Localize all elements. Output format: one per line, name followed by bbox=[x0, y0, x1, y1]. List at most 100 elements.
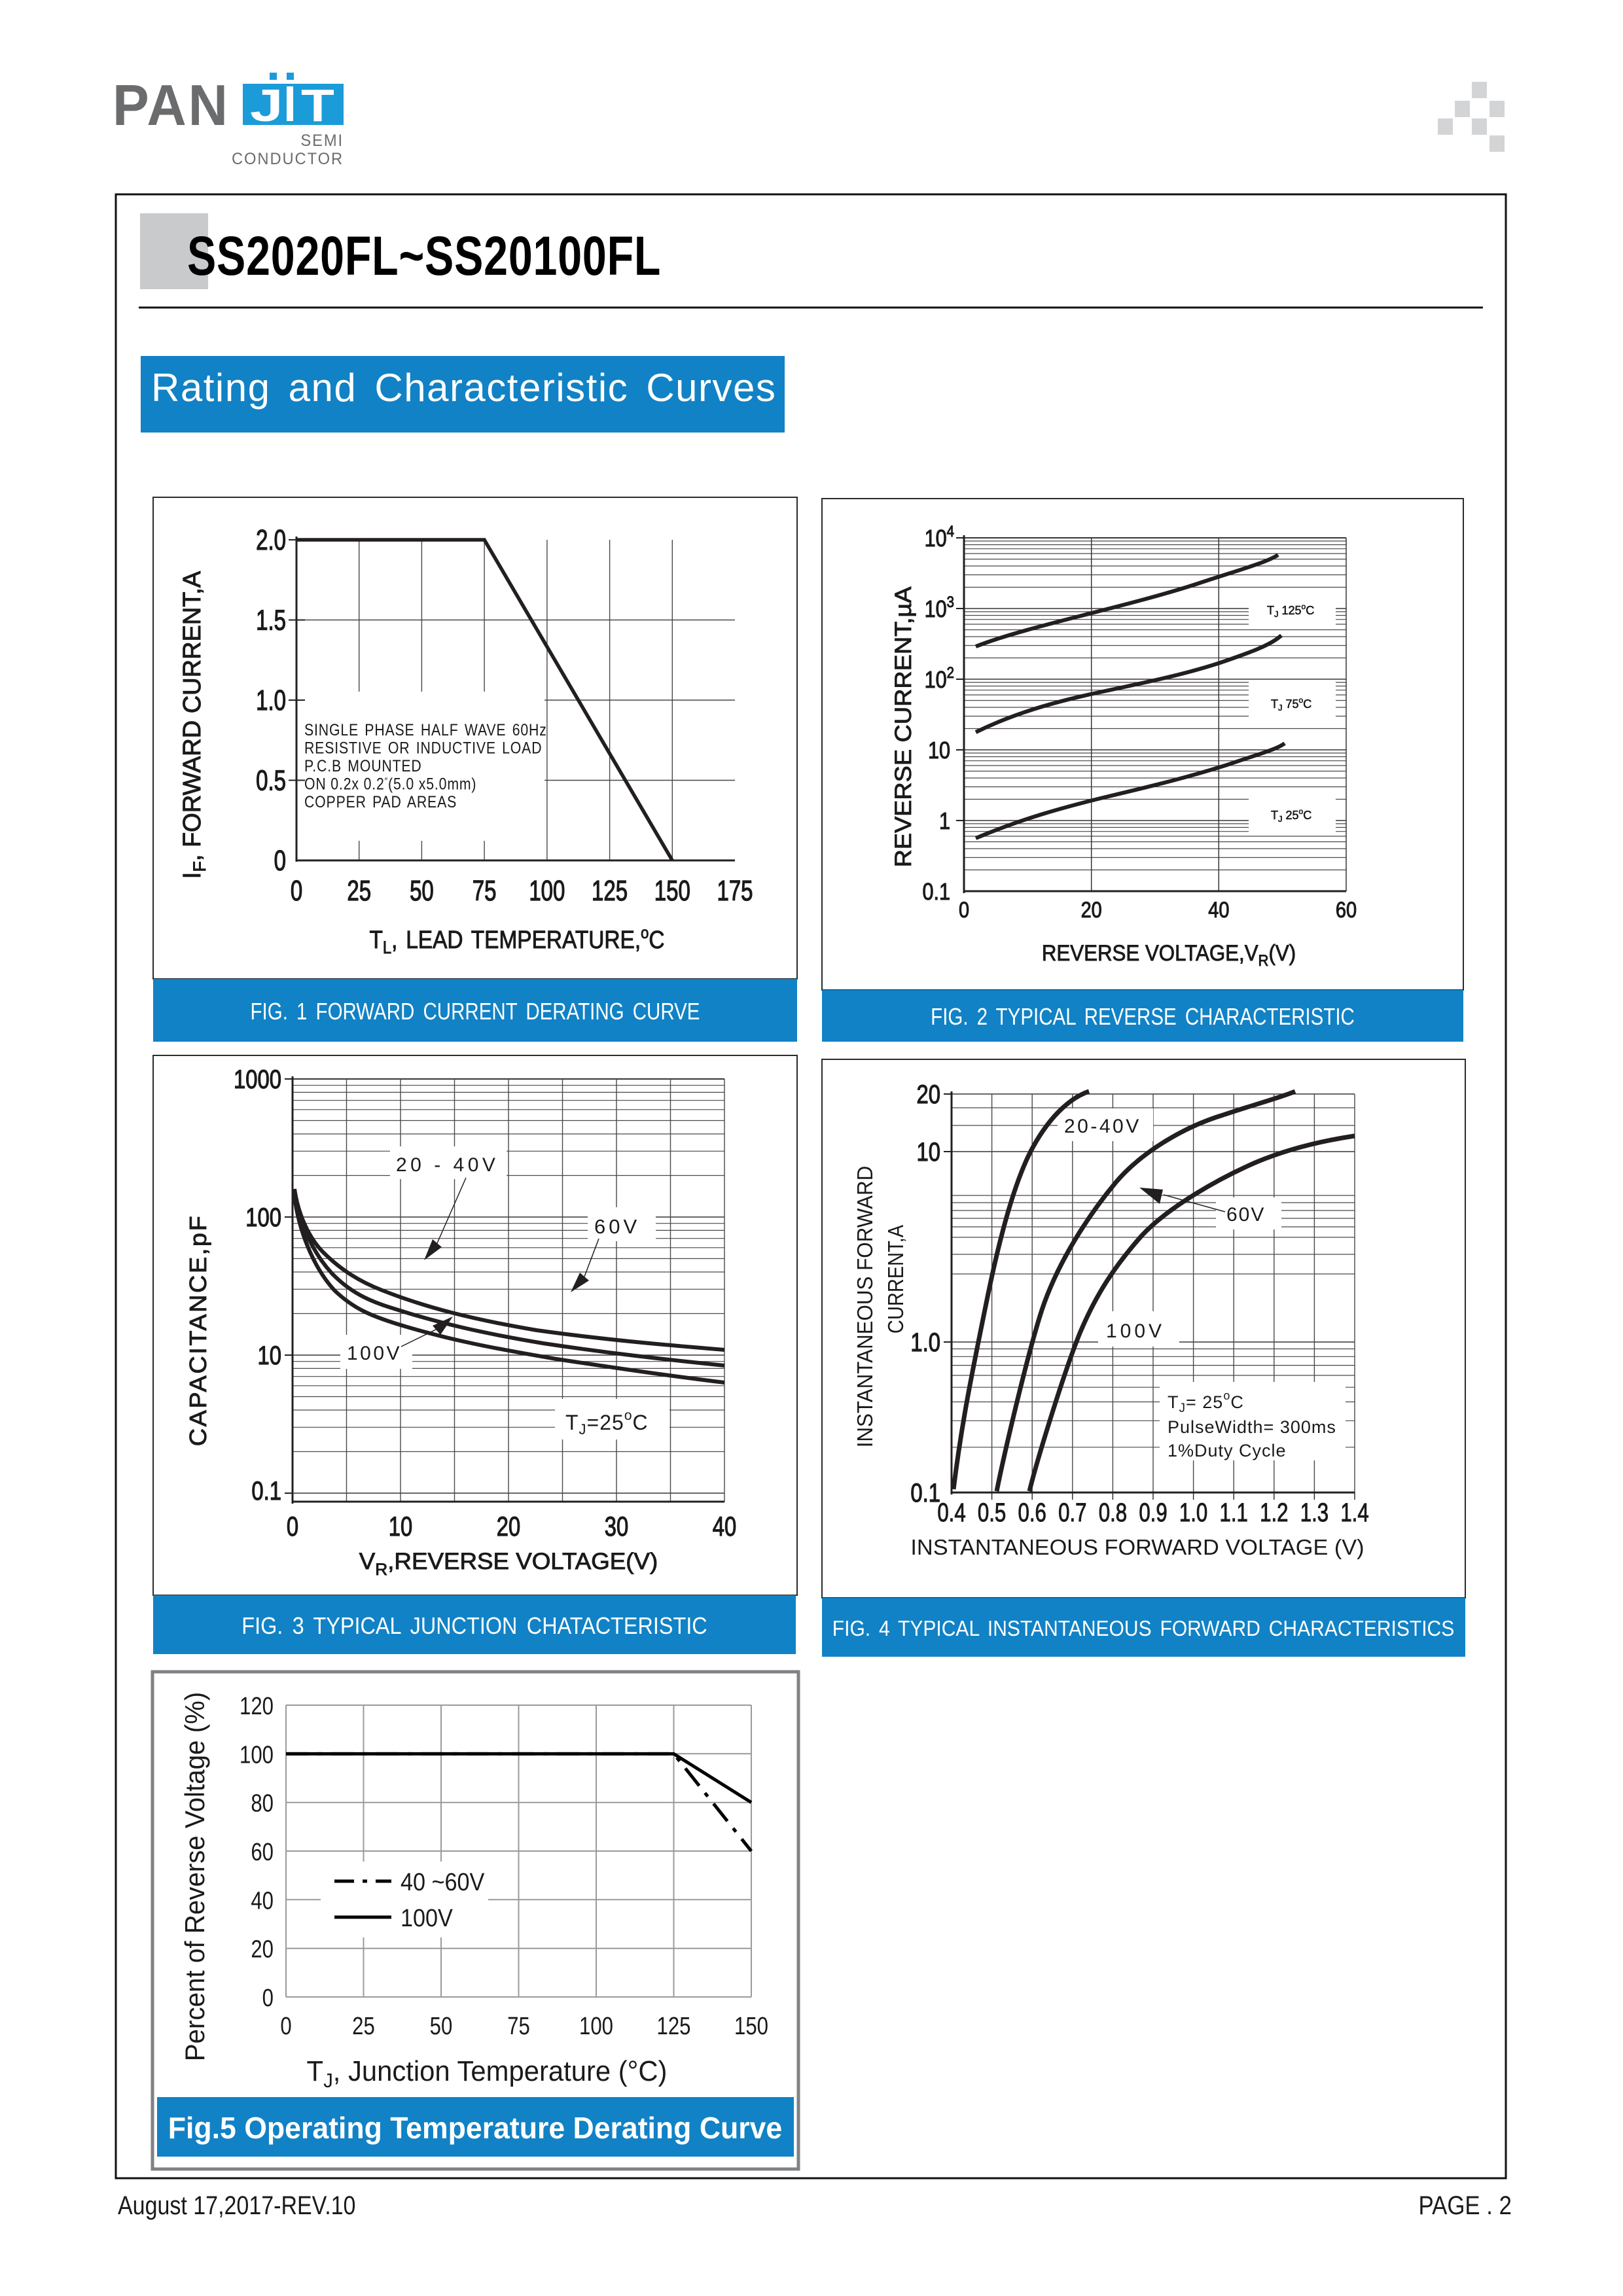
svg-text:75: 75 bbox=[507, 2013, 530, 2040]
svg-text:150: 150 bbox=[654, 875, 690, 908]
svg-text:SEMI: SEMI bbox=[300, 132, 344, 150]
svg-text:CONDUCTOR: CONDUCTOR bbox=[232, 150, 344, 168]
svg-text:ON 0.2x 0.2″(5.0 x5.0mm): ON 0.2x 0.2″(5.0 x5.0mm) bbox=[304, 775, 476, 793]
svg-text:100V: 100V bbox=[401, 1903, 453, 1932]
svg-text:60V: 60V bbox=[594, 1215, 640, 1238]
svg-text:COPPER PAD AREAS: COPPER PAD AREAS bbox=[304, 792, 457, 811]
svg-text:40: 40 bbox=[1208, 897, 1229, 923]
svg-text:0: 0 bbox=[959, 897, 969, 923]
svg-text:1.2: 1.2 bbox=[1260, 1498, 1288, 1527]
svg-text:IF, FORWARD CURRENT,A: IF, FORWARD CURRENT,A bbox=[179, 571, 209, 879]
svg-text:0.7: 0.7 bbox=[1058, 1498, 1086, 1527]
svg-text:1: 1 bbox=[939, 809, 950, 835]
svg-text:0.5: 0.5 bbox=[256, 765, 286, 797]
svg-text:TJ 125oC: TJ 125oC bbox=[1267, 602, 1314, 619]
svg-text:60: 60 bbox=[1336, 897, 1357, 923]
svg-text:50: 50 bbox=[430, 2013, 453, 2040]
svg-text:TL, LEAD TEMPERATURE,oC: TL, LEAD TEMPERATURE,oC bbox=[369, 924, 664, 958]
svg-text:August 17,2017-REV.10: August 17,2017-REV.10 bbox=[118, 2190, 355, 2219]
svg-text:CURRENT,A: CURRENT,A bbox=[883, 1225, 908, 1333]
svg-text:10: 10 bbox=[389, 1511, 412, 1542]
svg-text:75: 75 bbox=[473, 875, 497, 908]
svg-text:20: 20 bbox=[251, 1936, 274, 1964]
svg-text:0.1: 0.1 bbox=[910, 1478, 940, 1508]
svg-text:Fig.5 Operating Temperature De: Fig.5 Operating Temperature Derating Cur… bbox=[168, 2111, 783, 2145]
svg-text:FIG. 1 FORWARD CURRENT DERAT: FIG. 1 FORWARD CURRENT DERATING CURVE bbox=[251, 998, 700, 1024]
svg-text:1.0: 1.0 bbox=[910, 1328, 940, 1357]
svg-text:80: 80 bbox=[251, 1790, 274, 1818]
svg-text:10: 10 bbox=[258, 1341, 281, 1370]
svg-text:40: 40 bbox=[251, 1888, 274, 1915]
svg-text:100V: 100V bbox=[1106, 1320, 1165, 1342]
svg-text:100: 100 bbox=[579, 2013, 613, 2040]
svg-text:INSTANTANEOUS FORWARD: INSTANTANEOUS FORWARD bbox=[853, 1166, 877, 1448]
svg-text:FIG. 3 TYPICAL JUNCTION CHATA: FIG. 3 TYPICAL JUNCTION CHATACTERISTIC bbox=[241, 1613, 707, 1639]
svg-text:Percent of Reverse Voltage (%): Percent of Reverse Voltage (%) bbox=[179, 1692, 210, 2062]
svg-text:VR,REVERSE VOLTAGE(V): VR,REVERSE VOLTAGE(V) bbox=[359, 1549, 658, 1579]
svg-text:Rating and Characteristic Curv: Rating and Characteristic Curves bbox=[151, 366, 776, 410]
svg-text:1.5: 1.5 bbox=[256, 605, 286, 637]
svg-text:60: 60 bbox=[251, 1839, 274, 1866]
svg-text:103: 103 bbox=[925, 593, 954, 622]
svg-text:0.1: 0.1 bbox=[922, 879, 950, 906]
svg-text:30: 30 bbox=[605, 1511, 628, 1542]
svg-text:120: 120 bbox=[240, 1693, 274, 1720]
svg-text:0: 0 bbox=[262, 1985, 274, 2012]
svg-text:40: 40 bbox=[713, 1511, 736, 1542]
svg-text:RESISTIVE OR INDUCTIVE LOAD: RESISTIVE OR INDUCTIVE LOAD bbox=[304, 739, 542, 757]
svg-text:150: 150 bbox=[734, 2013, 768, 2040]
svg-text:0.5: 0.5 bbox=[978, 1498, 1006, 1527]
svg-text:1.0: 1.0 bbox=[1179, 1498, 1207, 1527]
svg-text:TJ 25oC: TJ 25oC bbox=[1271, 807, 1311, 824]
svg-text:20-40V: 20-40V bbox=[1064, 1116, 1141, 1137]
svg-text:FIG. 4 TYPICAL INSTANTANEOUS: FIG. 4 TYPICAL INSTANTANEOUS FORWARD CHA… bbox=[832, 1616, 1454, 1641]
svg-text:P.C.B MOUNTED: P.C.B MOUNTED bbox=[304, 756, 422, 775]
svg-text:20: 20 bbox=[497, 1511, 520, 1542]
svg-text:2.0: 2.0 bbox=[256, 525, 286, 557]
svg-text:PulseWidth= 300ms: PulseWidth= 300ms bbox=[1168, 1417, 1336, 1437]
svg-text:20: 20 bbox=[917, 1080, 940, 1109]
svg-text:0.8: 0.8 bbox=[1099, 1498, 1127, 1527]
svg-text:100: 100 bbox=[529, 875, 565, 908]
svg-text:20 - 40V: 20 - 40V bbox=[396, 1154, 499, 1176]
svg-text:1.0: 1.0 bbox=[256, 685, 286, 717]
svg-text:1.3: 1.3 bbox=[1300, 1498, 1329, 1527]
svg-text:100V: 100V bbox=[347, 1343, 402, 1364]
svg-text:20: 20 bbox=[1081, 897, 1102, 923]
svg-text:40 ~60V: 40 ~60V bbox=[401, 1867, 484, 1896]
svg-text:TJ 75oC: TJ 75oC bbox=[1271, 696, 1311, 713]
svg-text:PAN: PAN bbox=[113, 73, 230, 137]
svg-text:TJ=25oC: TJ=25oC bbox=[565, 1408, 649, 1438]
svg-text:1000: 1000 bbox=[234, 1065, 281, 1094]
svg-text:10: 10 bbox=[928, 738, 950, 764]
svg-text:PAGE . 2: PAGE . 2 bbox=[1419, 2191, 1512, 2220]
svg-text:1%Duty Cycle: 1%Duty Cycle bbox=[1168, 1441, 1287, 1460]
svg-text:125: 125 bbox=[657, 2013, 691, 2040]
svg-text:0: 0 bbox=[274, 845, 286, 877]
svg-text:1.4: 1.4 bbox=[1340, 1498, 1368, 1527]
svg-text:1.1: 1.1 bbox=[1220, 1498, 1248, 1527]
svg-text:100: 100 bbox=[240, 1742, 274, 1769]
svg-text:0: 0 bbox=[280, 2013, 291, 2040]
svg-text:25: 25 bbox=[347, 875, 371, 908]
svg-text:0.9: 0.9 bbox=[1139, 1498, 1167, 1527]
svg-text:10: 10 bbox=[917, 1137, 940, 1167]
svg-text:0: 0 bbox=[291, 875, 302, 908]
svg-text:25: 25 bbox=[352, 2013, 375, 2040]
svg-text:INSTANTANEOUS FORWARD VOLTAGE: INSTANTANEOUS FORWARD VOLTAGE (V) bbox=[910, 1536, 1364, 1560]
svg-text:100: 100 bbox=[245, 1203, 281, 1232]
svg-text:175: 175 bbox=[717, 875, 753, 908]
svg-text:T: T bbox=[301, 80, 334, 131]
svg-text:J: J bbox=[250, 80, 283, 132]
svg-text:SINGLE PHASE HALF WAVE 60Hz: SINGLE PHASE HALF WAVE 60Hz bbox=[304, 720, 547, 739]
svg-text:50: 50 bbox=[410, 875, 434, 908]
svg-text:REVERSE CURRENT,µA: REVERSE CURRENT,µA bbox=[890, 586, 916, 868]
svg-text:REVERSE VOLTAGE,VR(V): REVERSE VOLTAGE,VR(V) bbox=[1042, 940, 1296, 969]
svg-text:TJ, Junction Temperature (°C): TJ, Junction Temperature (°C) bbox=[307, 2055, 668, 2092]
svg-text:SS2020FL~SS20100FL: SS2020FL~SS20100FL bbox=[187, 226, 661, 287]
svg-text:CAPACITANCE,pF: CAPACITANCE,pF bbox=[185, 1214, 211, 1447]
svg-text:125: 125 bbox=[592, 875, 628, 908]
svg-text:0.6: 0.6 bbox=[1018, 1498, 1046, 1527]
svg-text:FIG. 2 TYPICAL REVERSE CHARA: FIG. 2 TYPICAL REVERSE CHARACTERISTIC bbox=[931, 1003, 1355, 1029]
svg-text:0: 0 bbox=[287, 1511, 298, 1542]
